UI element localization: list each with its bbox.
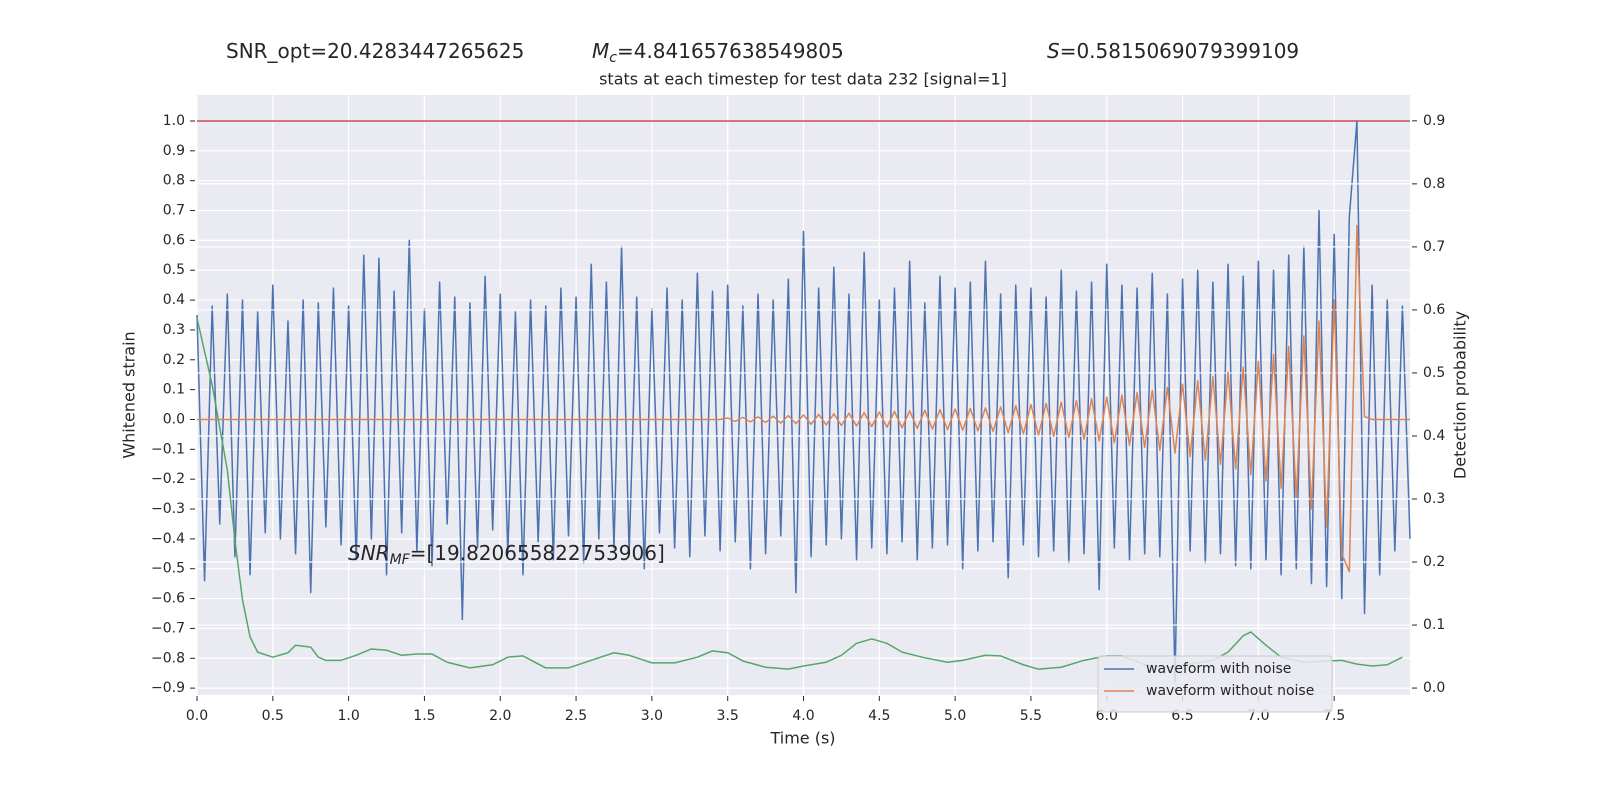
y2-tick-label: 0.9 bbox=[1423, 113, 1445, 129]
legend-label: waveform with noise bbox=[1146, 661, 1291, 677]
y-tick-label: 0.7 bbox=[163, 203, 185, 219]
y-tick-label: 0.9 bbox=[163, 143, 185, 159]
y-tick-label: 0.0 bbox=[163, 411, 185, 427]
annotation: Mc=4.841657638549805 bbox=[592, 39, 844, 67]
annotation: SNR_opt=20.4283447265625 bbox=[226, 39, 524, 63]
y2-tick-label: 0.5 bbox=[1423, 365, 1445, 381]
y2-axis-label: Detection probability bbox=[1451, 311, 1470, 479]
annotation: S=0.5815069079399109 bbox=[1047, 39, 1299, 63]
y-tick-label: −0.2 bbox=[151, 471, 185, 487]
series-line bbox=[196, 120, 1411, 683]
x-tick-label: 1.0 bbox=[337, 708, 359, 724]
y-tick-label: −0.8 bbox=[151, 650, 185, 666]
y2-tick-label: 0.2 bbox=[1423, 554, 1445, 570]
y-tick-label: −0.4 bbox=[151, 531, 185, 547]
y-tick-label: 0.2 bbox=[163, 352, 185, 368]
y-tick-label: 0.4 bbox=[163, 292, 185, 308]
series-line bbox=[197, 224, 1410, 573]
x-tick-label: 1.5 bbox=[413, 708, 435, 724]
x-tick-label: 4.5 bbox=[868, 708, 890, 724]
annotation-part: SNR bbox=[348, 541, 390, 565]
y-tick-label: −0.3 bbox=[151, 501, 185, 517]
y-tick-label: 0.8 bbox=[163, 173, 185, 189]
y-tick-label: −0.6 bbox=[151, 591, 185, 607]
y2-tick-label: 0.7 bbox=[1423, 239, 1445, 255]
y-axis-label: Whitened strain bbox=[120, 331, 139, 458]
x-tick-label: 0.0 bbox=[186, 708, 208, 724]
y-tick-label: 0.5 bbox=[163, 262, 185, 278]
x-tick-label: 3.5 bbox=[717, 708, 739, 724]
legend-box bbox=[1097, 655, 1333, 713]
x-tick-label: 5.5 bbox=[1020, 708, 1042, 724]
annotation-part: SNR_opt=20.4283447265625 bbox=[226, 39, 524, 63]
annotation-part: M bbox=[592, 39, 609, 63]
annotation-part: S bbox=[1047, 39, 1060, 63]
y-tick-label: −0.9 bbox=[151, 680, 185, 696]
x-tick-label: 2.0 bbox=[489, 708, 511, 724]
annotation-part: =0.5815069079399109 bbox=[1060, 39, 1299, 63]
x-axis-label: Time (s) bbox=[769, 729, 835, 748]
annotation-part: c bbox=[609, 50, 617, 66]
y-tick-label: 0.3 bbox=[163, 322, 185, 338]
annotation-part: =4.841657638549805 bbox=[617, 39, 844, 63]
y2-tick-label: 0.0 bbox=[1423, 680, 1445, 696]
y-tick-label: 1.0 bbox=[163, 113, 185, 129]
annotation-part: =[19.820655822753906] bbox=[410, 541, 665, 565]
y2-tick-label: 0.4 bbox=[1423, 428, 1445, 444]
y-tick-label: 0.6 bbox=[163, 232, 185, 248]
x-tick-label: 5.0 bbox=[944, 708, 966, 724]
x-tick-label: 3.0 bbox=[641, 708, 663, 724]
annotation-part: MF bbox=[390, 552, 411, 568]
legend-label: waveform without noise bbox=[1146, 683, 1314, 699]
y2-tick-label: 0.6 bbox=[1423, 302, 1445, 318]
x-tick-label: 4.0 bbox=[792, 708, 814, 724]
annotation: SNRMF=[19.820655822753906] bbox=[348, 541, 665, 569]
y2-tick-label: 0.1 bbox=[1423, 617, 1445, 633]
chart-title: stats at each timestep for test data 232… bbox=[599, 70, 1007, 89]
x-tick-label: 2.5 bbox=[565, 708, 587, 724]
y2-tick-label: 0.8 bbox=[1423, 176, 1445, 192]
y-tick-label: 0.1 bbox=[163, 382, 185, 398]
y-tick-label: −0.1 bbox=[151, 441, 185, 457]
y-tick-label: −0.7 bbox=[151, 620, 185, 636]
y2-tick-label: 0.3 bbox=[1423, 491, 1445, 507]
x-tick-label: 0.5 bbox=[262, 708, 284, 724]
y-tick-label: −0.5 bbox=[151, 561, 185, 577]
